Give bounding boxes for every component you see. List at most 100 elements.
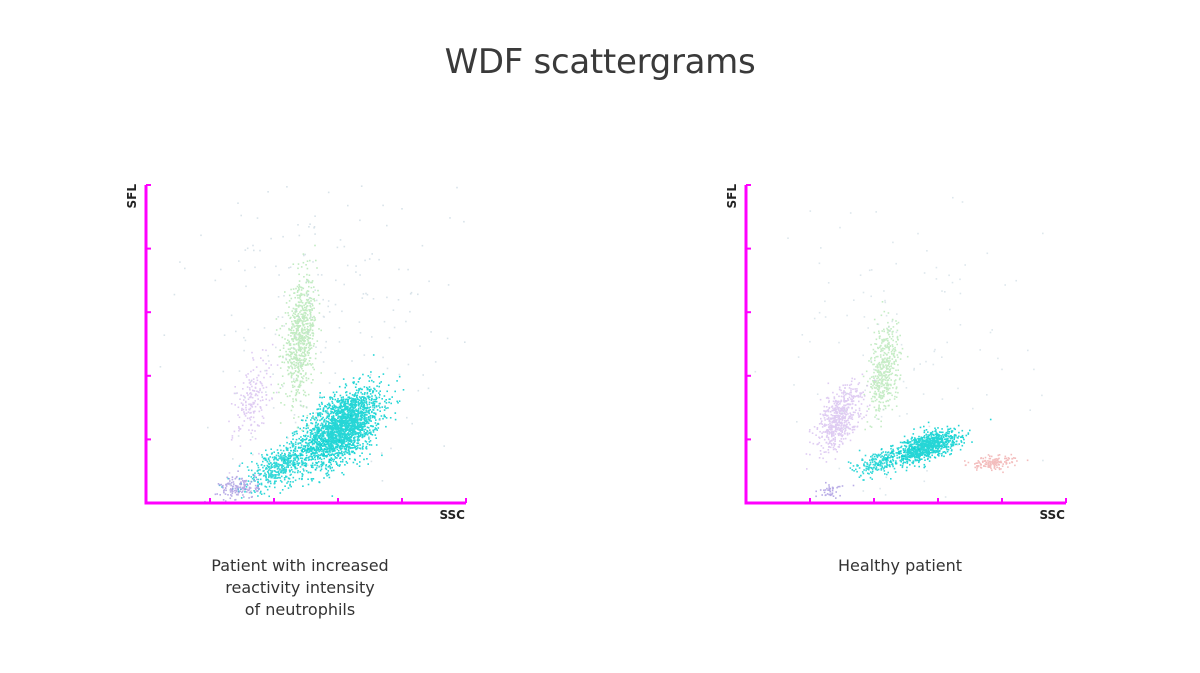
data-point [352,401,355,403]
data-point [875,458,878,461]
data-point [300,309,302,312]
data-point [894,471,897,473]
data-point [379,406,381,409]
data-point [373,415,376,418]
data-point [375,444,378,446]
data-point [917,439,920,441]
data-point [290,376,293,379]
data-point [306,278,308,281]
data-point [309,439,311,441]
data-point [332,446,335,449]
data-point [321,422,323,425]
data-point [372,390,374,392]
data-point [314,319,317,321]
data-point [294,466,297,469]
data-point [302,454,304,457]
data-point [292,314,294,317]
data-point [362,443,364,445]
data-point [919,458,921,461]
data-point [250,469,253,472]
data-point [317,441,320,443]
data-point [326,414,329,416]
data-point [289,266,292,268]
data-point [409,293,412,295]
data-point [934,440,937,443]
data-point [243,488,246,491]
data-point [411,422,413,425]
data-point [302,405,305,407]
data-point [239,445,242,447]
data-point [910,450,912,453]
data-point [924,448,927,451]
data-point [312,432,314,435]
data-point [274,475,276,478]
data-point [921,450,924,453]
data-point [328,402,330,405]
data-point [261,454,263,456]
data-point [230,495,233,497]
data-point [358,321,361,323]
data-point [276,471,279,474]
data-point [259,469,261,471]
data-point [366,431,368,434]
data-point [387,407,389,409]
data-point [265,369,268,372]
data-point [352,426,354,428]
data-point [332,460,335,462]
data-point [241,477,243,480]
data-point [317,415,319,417]
data-point [283,469,286,471]
data-point [241,491,243,494]
data-point [305,331,308,333]
data-point [342,412,344,414]
data-point [367,395,370,397]
data-point [317,289,319,292]
data-point [856,465,858,467]
data-point [323,455,326,457]
data-point [340,399,342,401]
data-point [327,474,330,476]
data-point [297,366,300,368]
data-point [229,480,231,482]
data-point [324,428,327,430]
data-point [262,399,264,401]
data-point [951,440,954,443]
data-point [300,294,302,296]
data-point [343,245,346,248]
data-point [316,431,318,434]
data-point [281,481,283,483]
data-point [274,462,276,465]
data-point [279,456,281,458]
data-point [368,412,371,415]
data-point [913,454,916,457]
data-points [159,185,466,503]
data-point [313,300,316,302]
data-point [340,401,343,404]
data-point [892,452,894,455]
data-point [354,406,356,409]
data-point [242,403,244,406]
data-point [264,459,267,461]
data-point [359,274,361,276]
data-point [347,414,350,416]
data-point [367,427,370,429]
data-point [961,429,964,432]
data-point [300,342,302,345]
data-point [298,437,300,440]
data-point [245,409,247,411]
data-point [362,421,364,424]
data-point [309,334,312,336]
data-point [331,432,333,435]
data-point [358,434,360,437]
data-point [924,454,926,456]
data-point [328,433,331,435]
data-point [362,426,364,428]
data-point [373,387,375,390]
data-point [270,466,272,468]
data-point [311,417,313,419]
data-point [941,444,943,446]
data-point [306,260,309,262]
data-point [336,412,339,414]
data-point [358,424,360,426]
data-point [312,324,315,327]
